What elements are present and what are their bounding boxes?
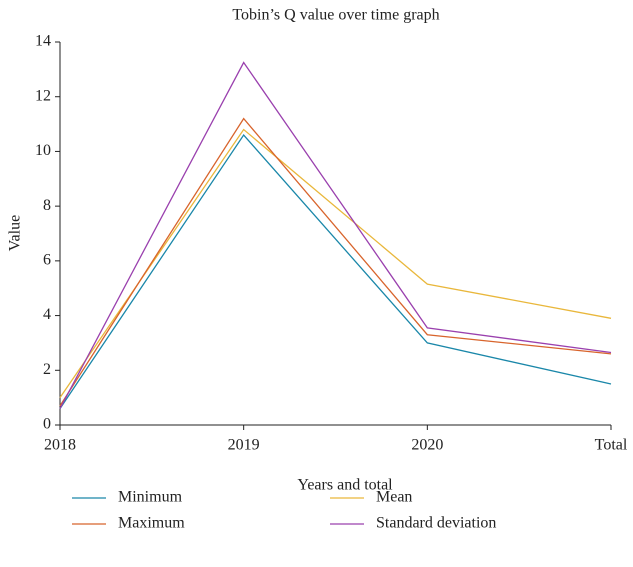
chart-title: Tobin’s Q value over time graph xyxy=(232,7,439,24)
y-axis-label: Value xyxy=(7,215,24,251)
series-line xyxy=(59,128,612,399)
y-tick-label: 0 xyxy=(43,416,51,433)
y-tick-label: 14 xyxy=(35,33,51,50)
y-tick-label: 6 xyxy=(43,252,51,269)
series-line xyxy=(59,133,612,409)
x-tick-label: 2019 xyxy=(228,437,260,454)
y-tick-label: 10 xyxy=(35,142,51,159)
x-axis-label: Years and total xyxy=(297,477,393,494)
y-tick-label: 8 xyxy=(43,197,51,214)
legend-label: Mean xyxy=(376,489,412,506)
y-tick-label: 12 xyxy=(35,87,51,104)
y-tick-label: 2 xyxy=(43,361,51,378)
series-line xyxy=(59,117,612,407)
x-tick-label: Total xyxy=(595,437,628,454)
y-tick-label: 4 xyxy=(43,306,51,323)
legend-label: Minimum xyxy=(118,489,183,506)
x-tick-label: 2018 xyxy=(44,437,76,454)
legend-label: Maximum xyxy=(118,515,185,532)
x-tick-label: 2020 xyxy=(411,437,443,454)
legend-label: Standard deviation xyxy=(376,515,496,532)
series-line xyxy=(59,61,612,409)
